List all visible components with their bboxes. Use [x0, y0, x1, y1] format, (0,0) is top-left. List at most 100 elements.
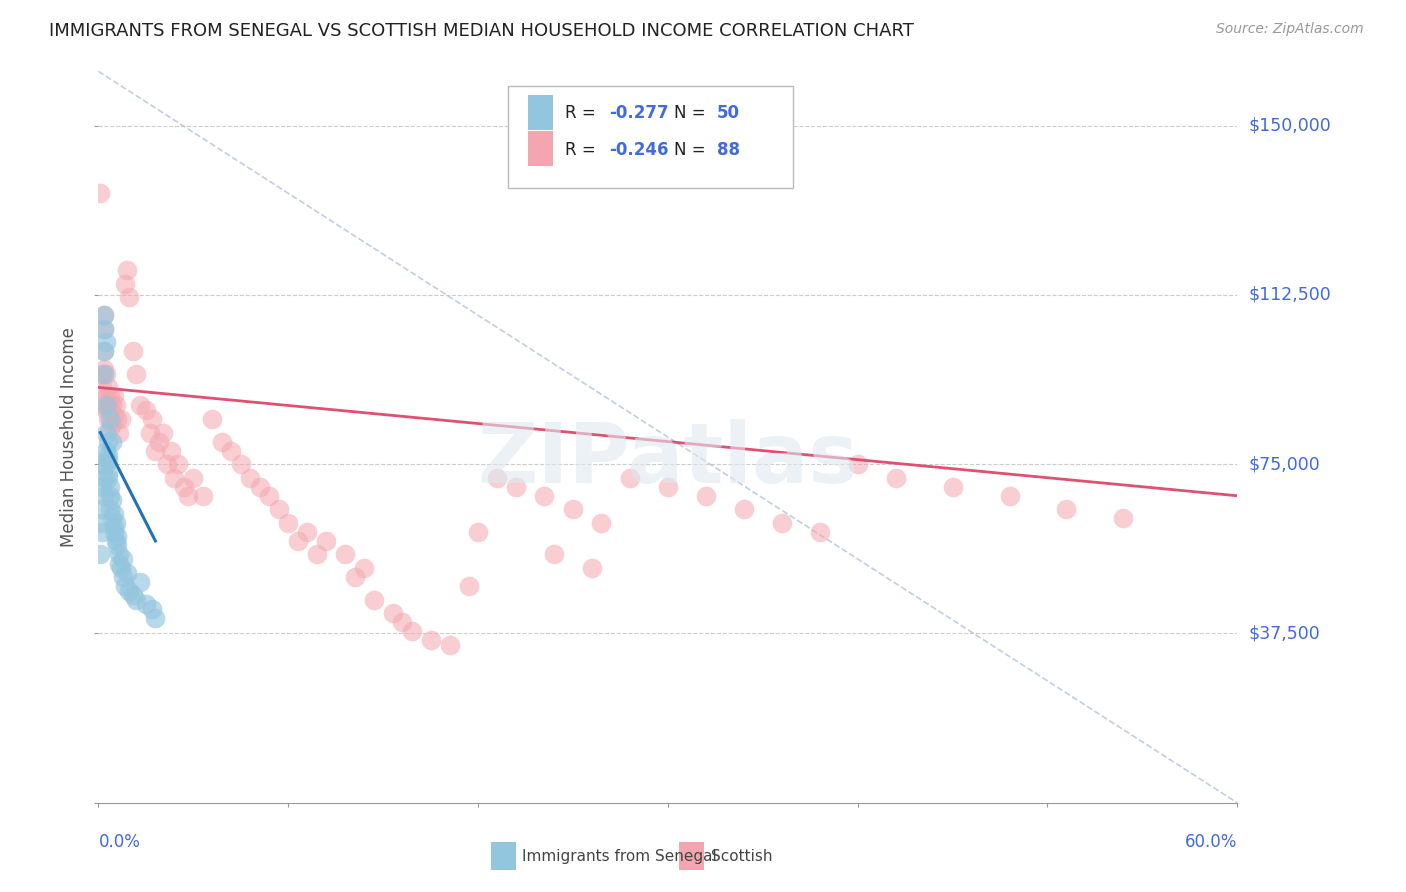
Point [305, 548, 328, 562]
Text: $112,500: $112,500 [1249, 285, 1331, 304]
Point [135, 403, 157, 417]
Point [97, 466, 120, 480]
Point [97, 471, 120, 485]
Point [259, 489, 281, 503]
Point [335, 548, 357, 562]
Point [91, 380, 114, 394]
Point [1112, 511, 1135, 525]
Point [110, 412, 132, 426]
Text: Immigrants from Senegal: Immigrants from Senegal [522, 848, 717, 863]
Point [163, 471, 186, 485]
Point [505, 480, 527, 494]
Point [89, 516, 111, 530]
Point [94, 389, 117, 403]
Point [103, 408, 125, 422]
Text: 50: 50 [717, 104, 740, 122]
Point [91, 457, 114, 471]
Point [115, 263, 138, 277]
Point [152, 425, 174, 440]
Point [401, 624, 423, 639]
Point [97, 399, 120, 413]
Point [91, 502, 114, 516]
Point [353, 561, 375, 575]
Point [141, 601, 163, 615]
Point [183, 471, 205, 485]
Point [89, 186, 111, 201]
Bar [679, 842, 704, 870]
Point [97, 412, 120, 426]
Point [107, 412, 129, 426]
Point [93, 367, 115, 381]
Point [98, 421, 121, 435]
Point [363, 592, 385, 607]
Point [277, 516, 299, 530]
Point [108, 557, 131, 571]
Point [104, 516, 127, 530]
Point [103, 520, 125, 534]
Point [125, 592, 148, 607]
Point [129, 399, 152, 413]
Point [733, 502, 755, 516]
Point [94, 367, 117, 381]
Point [91, 480, 114, 494]
Point [381, 606, 404, 620]
Point [135, 597, 157, 611]
Y-axis label: Median Household Income: Median Household Income [60, 327, 79, 547]
Point [167, 457, 190, 471]
Point [100, 399, 122, 413]
Point [97, 434, 120, 449]
Point [93, 344, 115, 359]
Point [145, 443, 167, 458]
Text: $150,000: $150,000 [1249, 117, 1331, 135]
Point [457, 579, 479, 593]
Bar [491, 842, 516, 870]
Point [97, 380, 120, 394]
Point [1056, 502, 1078, 516]
Point [249, 480, 271, 494]
Point [100, 434, 122, 449]
Text: -0.246: -0.246 [609, 141, 668, 159]
Point [115, 566, 138, 580]
Point [103, 389, 125, 403]
Point [98, 489, 121, 503]
Point [695, 489, 717, 503]
Point [103, 507, 125, 521]
Point [533, 489, 555, 503]
Point [112, 552, 135, 566]
Point [104, 533, 127, 548]
Point [808, 524, 831, 539]
Point [93, 308, 115, 322]
Text: N =: N = [673, 104, 710, 122]
Point [118, 583, 141, 598]
Point [91, 524, 114, 539]
Point [100, 493, 122, 508]
Point [108, 425, 131, 440]
Point [98, 412, 121, 426]
Point [100, 417, 122, 431]
Text: IMMIGRANTS FROM SENEGAL VS SCOTTISH MEDIAN HOUSEHOLD INCOME CORRELATION CHART: IMMIGRANTS FROM SENEGAL VS SCOTTISH MEDI… [49, 22, 914, 40]
Point [94, 399, 117, 413]
Point [94, 425, 117, 440]
Text: Scottish: Scottish [711, 848, 773, 863]
Point [114, 579, 136, 593]
Point [97, 448, 120, 462]
Point [221, 443, 243, 458]
Point [581, 561, 603, 575]
Text: R =: R = [565, 104, 602, 122]
Point [89, 548, 111, 562]
Point [998, 489, 1021, 503]
Point [391, 615, 413, 630]
Point [91, 367, 114, 381]
Point [121, 344, 143, 359]
Point [156, 457, 179, 471]
Point [107, 538, 129, 552]
Point [770, 516, 793, 530]
Bar [527, 131, 553, 167]
Point [94, 443, 117, 458]
Point [201, 412, 224, 426]
Point [439, 638, 461, 652]
Point [562, 502, 585, 516]
Point [173, 480, 195, 494]
Point [93, 322, 115, 336]
Point [93, 322, 115, 336]
